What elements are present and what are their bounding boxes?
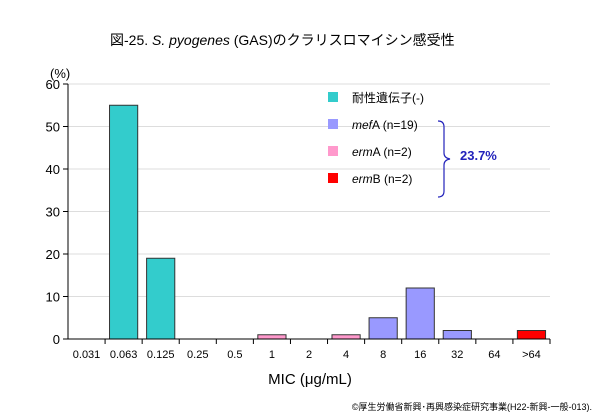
x-tick-label: 2 [306,349,312,361]
legend-label: 耐性遺伝子(-) [352,90,424,105]
legend-label: mefA (n=19) [352,118,418,132]
bar [442,330,472,340]
x-tick-label: 0.25 [187,349,208,361]
y-tick-label: 50 [46,120,60,135]
bar [368,317,398,340]
bar [405,287,435,340]
x-tick-label: 16 [414,349,426,361]
bar [146,257,176,340]
chart-title: 図-25. S. pyogenes (GAS)のクラリスロマイシン感受性 [110,32,455,48]
legend-swatch [328,119,338,129]
bar [516,330,547,340]
x-tick-label: 8 [380,349,386,361]
y-tick-label: 20 [46,247,60,262]
annotation-percentage: 23.7% [460,148,497,163]
y-tick-label: 10 [46,290,60,305]
x-tick-label: 0.063 [110,349,138,361]
bar [331,334,361,340]
bar [257,334,287,340]
legend-label: ermA (n=2) [352,145,412,159]
x-tick-label: 0.5 [227,349,242,361]
legend-swatch [328,173,338,183]
legend-swatch [328,146,338,156]
x-tick-label: 1 [269,349,275,361]
bar [109,104,139,340]
x-tick-label: 64 [488,349,500,361]
x-tick-label: 4 [343,349,349,361]
y-tick-label: 60 [46,77,60,92]
y-tick-label: 0 [53,332,60,347]
x-axis-label: MIC (μg/mL) [268,371,352,388]
x-tick-label: 0.031 [73,349,101,361]
brace [437,120,451,198]
y-tick-label: 40 [46,162,60,177]
y-axis-label: (%) [50,66,70,81]
legend-swatch [328,92,338,102]
x-tick-label: 32 [451,349,463,361]
x-tick-label: >64 [522,349,541,361]
x-tick-label: 0.125 [147,349,175,361]
copyright-footer: ©厚生労働省新興･再興感染症研究事業(H22-新興-一般-013). [352,401,592,412]
legend-label: ermB (n=2) [352,172,412,186]
y-tick-label: 30 [46,205,60,220]
